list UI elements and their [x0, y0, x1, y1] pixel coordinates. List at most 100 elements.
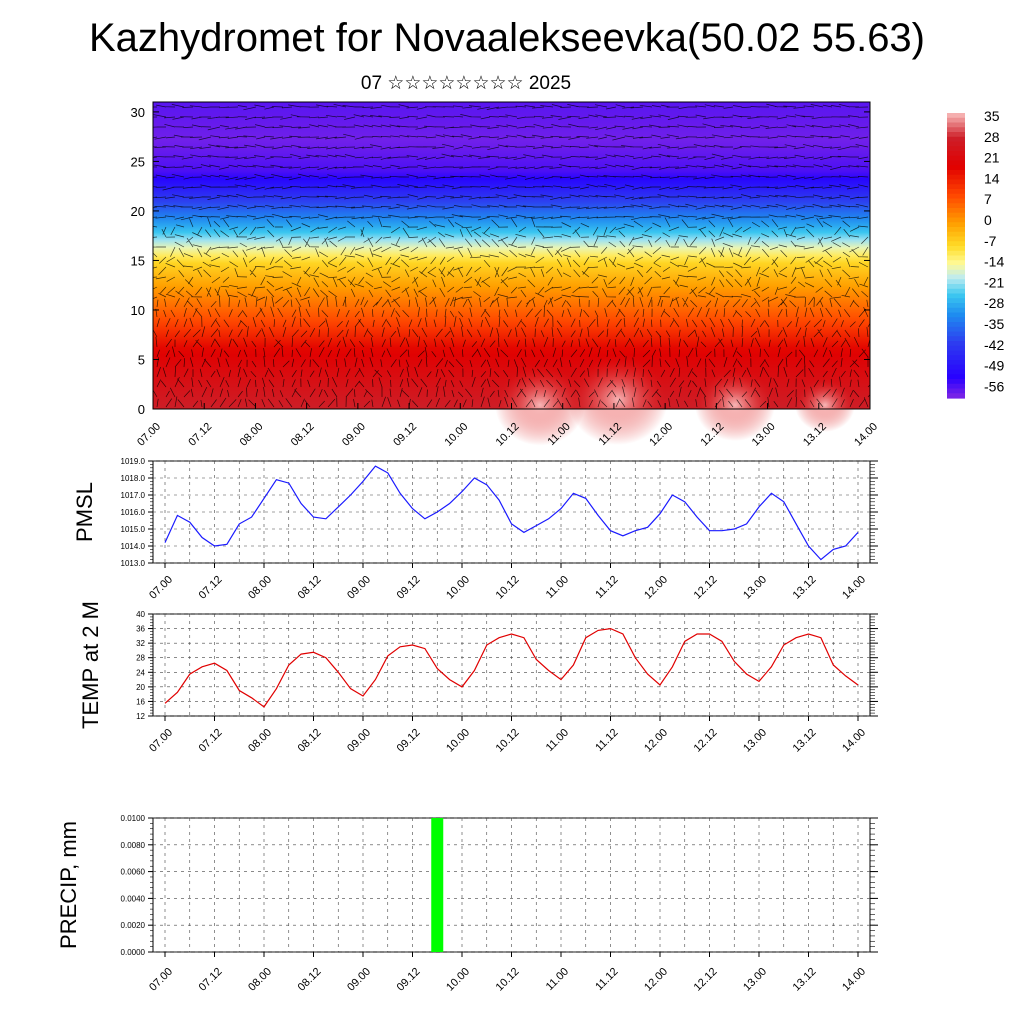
- x-tick-label: 08.12: [296, 727, 324, 755]
- colorbar-swatch: [947, 227, 965, 233]
- warm-surface-area: [795, 378, 855, 432]
- colorbar-label: -14: [984, 254, 1004, 270]
- chart-title: Kazhydromet for Novaalekseevka(50.02 55.…: [88, 16, 925, 60]
- y-tick-label: 0.0060: [121, 868, 146, 877]
- x-tick-label: 09.12: [395, 966, 423, 994]
- colorbar-swatch: [947, 155, 965, 162]
- x-tick-label: 12.00: [642, 727, 670, 755]
- colorbar-swatch: [947, 279, 965, 285]
- colorbar-swatch: [947, 265, 965, 271]
- colorbar-swatch: [947, 388, 965, 394]
- x-tick-label: 10.12: [494, 966, 522, 994]
- y-tick-label: 24: [136, 668, 145, 677]
- y-axis-label: PRECIP, mm: [56, 821, 81, 949]
- x-tick-label: 12.12: [692, 574, 720, 602]
- x-tick-label: 09.00: [340, 421, 368, 449]
- colorbar-swatch: [947, 322, 965, 328]
- colorbar-swatch: [947, 312, 965, 318]
- x-tick-label: 10.12: [494, 727, 522, 755]
- y-tick-label: 1019.0: [121, 457, 146, 466]
- colorbar-swatch: [947, 341, 965, 347]
- colorbar-swatch: [947, 122, 965, 128]
- colorbar-label: -49: [984, 358, 1004, 374]
- colorbar-swatch: [947, 117, 965, 124]
- colorbar-swatch: [947, 208, 965, 214]
- y-tick-label: 36: [136, 625, 145, 634]
- x-tick-label: 14.00: [840, 966, 868, 994]
- y-tick-label: 0.0020: [121, 921, 146, 930]
- y-axis-label: TEMP at 2 M: [78, 601, 103, 729]
- colorbar-label: -7: [984, 233, 997, 249]
- x-tick-label: 11.12: [593, 727, 620, 754]
- y-tick-label: 20: [136, 683, 145, 692]
- y-tick-label: 0.0000: [121, 948, 146, 957]
- colorbar-swatch: [947, 246, 965, 252]
- colorbar-swatch: [947, 151, 965, 157]
- x-tick-label: 07.12: [197, 574, 225, 602]
- y-tick-label: 15: [131, 253, 145, 268]
- colorbar-swatch: [947, 303, 965, 309]
- colorbar-label: 35: [984, 108, 1000, 124]
- x-tick-label: 08.12: [296, 574, 324, 602]
- x-tick-label: 08.00: [238, 421, 266, 449]
- y-tick-label: 1015.0: [121, 525, 146, 534]
- x-tick-label: 08.00: [246, 727, 274, 755]
- colorbar-swatch: [947, 193, 965, 200]
- colorbar-swatch: [947, 184, 965, 190]
- y-tick-label: 10: [131, 303, 145, 318]
- colorbar-label: 7: [984, 191, 992, 207]
- x-tick-label: 11.00: [544, 727, 571, 754]
- colorbar-label: 14: [984, 170, 1000, 186]
- warm-surface-area: [568, 355, 668, 445]
- colorbar-label: -21: [984, 274, 1004, 290]
- y-tick-label: 0.0080: [121, 841, 146, 850]
- x-tick-label: 13.00: [741, 574, 769, 602]
- colorbar-swatch: [947, 222, 965, 228]
- y-tick-label: 40: [136, 610, 145, 619]
- colorbar-swatch: [947, 383, 965, 390]
- x-tick-label: 07.12: [186, 421, 214, 449]
- colorbar-swatch: [947, 260, 965, 266]
- wind-vector-paths: [153, 103, 870, 408]
- x-tick-label: 10.00: [444, 574, 472, 602]
- colorbar-swatch: [947, 331, 965, 337]
- y-tick-label: 0.0100: [121, 814, 146, 823]
- x-tick-label: 14.00: [840, 727, 868, 755]
- x-tick-label: 12.12: [692, 966, 720, 994]
- x-tick-label: 12.00: [642, 574, 670, 602]
- colorbar-swatch: [947, 165, 965, 171]
- x-tick-label: 12.12: [692, 727, 720, 755]
- y-tick-label: 1014.0: [121, 542, 146, 551]
- colorbar-swatch: [947, 360, 965, 366]
- colorbar-swatch: [947, 307, 965, 314]
- x-tick-label: 13.12: [791, 574, 819, 602]
- colorbar-swatch: [947, 113, 965, 119]
- x-tick-label: 07.12: [197, 727, 225, 755]
- temperature-series-line: [164, 627, 859, 708]
- colorbar-swatch: [947, 317, 965, 323]
- pressure-panel: 1013.0 1014.0 1015.0 1016.0 1017.0 1018.0 1019…: [72, 457, 878, 602]
- colorbar-swatch: [947, 127, 965, 133]
- colorbar-swatch: [947, 355, 965, 361]
- colorbar-label: -28: [984, 295, 1004, 311]
- colorbar-swatch: [947, 141, 965, 147]
- x-tick-label: 09.00: [345, 574, 373, 602]
- colorbar-swatch: [947, 364, 965, 371]
- colorbar-swatch: [947, 160, 965, 166]
- colorbar-swatch: [947, 217, 965, 223]
- x-tick-label: 07.00: [147, 727, 175, 755]
- colorbar: 35 28 21 14 7 0 -7 -14 -21 -28 -35 -42 -49 -56: [947, 108, 1004, 399]
- colorbar-swatch: [947, 174, 965, 181]
- x-tick-label: 08.12: [289, 421, 317, 449]
- y-axis-label: PMSL: [72, 482, 97, 542]
- colorbar-swatch: [947, 293, 965, 299]
- x-tick-label: 08.00: [246, 574, 274, 602]
- y-tick-label: 28: [136, 654, 145, 663]
- colorbar-label: -42: [984, 337, 1004, 353]
- y-tick-label: 12: [136, 712, 145, 721]
- colorbar-swatch: [947, 146, 965, 152]
- x-tick-label: 10.00: [444, 966, 472, 994]
- x-tick-label: 13.12: [791, 966, 819, 994]
- x-tick-label: 07.12: [197, 966, 225, 994]
